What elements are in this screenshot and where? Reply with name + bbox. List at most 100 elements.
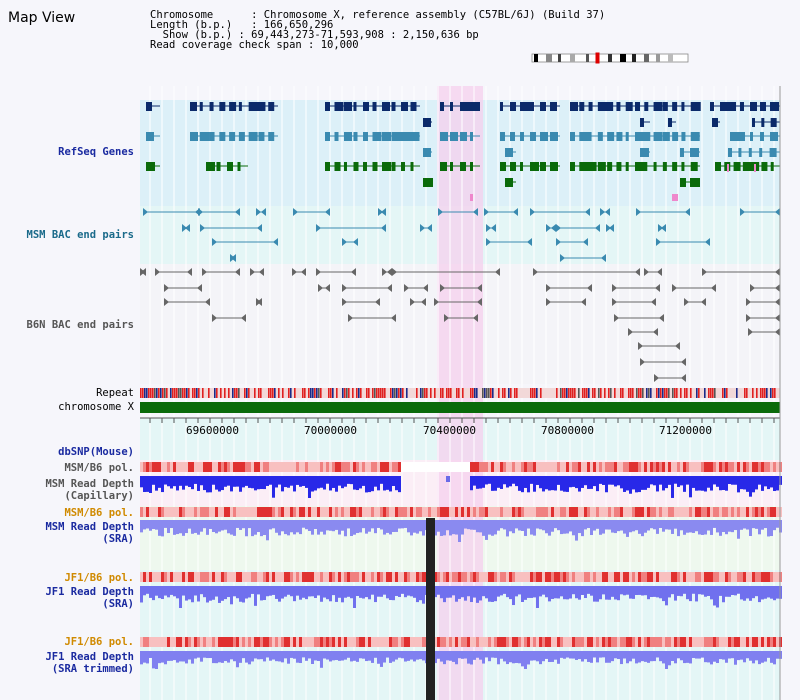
track-label-repeat[interactable]: Repeat [96,387,134,399]
polymorphism-bar [671,462,674,472]
bac-end-pair [164,298,169,306]
polymorphism-bar [569,637,572,647]
read-depth-bar [275,651,278,662]
bac-end-pair [600,208,605,216]
repeat-feature [476,388,478,398]
read-depth-bar [617,520,620,532]
bac-end-pair [701,298,706,306]
read-depth-bar [197,651,200,658]
track-label-msm-b6-pol[interactable]: MSM/B6 pol. [64,507,134,519]
read-depth-bar [716,520,719,533]
read-depth-bar [422,520,425,536]
polymorphism-bar [470,507,473,517]
gene-feature [410,162,414,171]
read-depth-bar [152,586,155,601]
polymorphism-bar [656,572,659,582]
polymorphism-bar [386,462,389,472]
read-depth-bar [752,476,755,493]
read-depth-bar [230,651,233,660]
polymorphism-bar [653,637,656,647]
read-depth-bar [293,520,296,535]
read-depth-bar [344,476,347,487]
chromosome-ideogram[interactable] [528,52,692,64]
gene-feature [470,194,473,201]
track-label-msm-b6-pol[interactable]: MSM/B6 pol. [64,462,134,474]
repeat-feature [352,388,354,398]
polymorphism-bar [161,462,164,472]
read-depth-bar [233,476,236,487]
read-depth-bar [410,586,413,597]
read-depth-bar [686,476,689,485]
gene-feature [607,102,614,111]
polymorphism-bar [587,462,590,472]
track-label-refseq[interactable]: RefSeq Genes [58,146,134,158]
polymorphism-bar [353,462,356,472]
bac-end-pair [606,224,611,232]
read-depth-bar [545,476,548,490]
track-label-dbsnp[interactable]: dbSNP(Mouse) [58,446,134,458]
bac-end-pair [681,358,686,366]
polymorphism-bar [728,572,731,582]
track-label-jf1-depth-sra[interactable]: JF1 Read Depth [45,586,134,598]
read-depth-bar [503,520,506,530]
read-depth-bar [383,651,386,663]
gene-feature [423,118,431,127]
bac-end-pair [546,284,551,292]
repeat-feature [172,388,174,398]
polymorphism-bar [764,462,767,472]
polymorphism-bar [428,462,431,472]
repeat-feature [174,388,176,398]
polymorphism-bar [575,637,578,647]
gene-feature [500,132,505,141]
read-depth-bar [338,520,341,535]
read-depth-bar [614,651,617,659]
bac-end-pair [353,238,358,246]
polymorphism-bar [761,462,764,472]
read-depth-bar [194,586,197,596]
read-depth-bar [347,520,350,529]
read-depth-bar [605,520,608,530]
read-depth-bar [413,586,416,598]
read-depth-bar [575,586,578,599]
polymorphism-bar [260,572,263,582]
track-label-msm-depth-sra[interactable]: MSM Read Depth [45,521,134,533]
polymorphism-bar [383,462,386,472]
read-depth-bar [341,520,344,531]
polymorphism-bar [686,637,689,647]
track-label-chromosome[interactable]: chromosome X [58,401,134,413]
read-depth-bar [152,651,155,669]
polymorphism-bar [275,572,278,582]
read-depth-bar [551,651,554,662]
gene-feature [597,102,608,111]
read-depth-bar [386,586,389,599]
repeat-feature [592,388,594,398]
repeat-feature [486,388,488,398]
read-depth-bar [509,476,512,487]
polymorphism-bar [590,637,593,647]
read-depth-bar [353,520,356,535]
polymorphism-bar [326,507,329,517]
read-depth-bar [158,476,161,488]
track-label-jf1-depth-trim[interactable]: JF1 Read Depth [45,651,134,663]
repeat-feature [144,388,146,398]
track-label-jf1-b6-pol[interactable]: JF1/B6 pol. [64,636,134,648]
gene-feature [190,132,198,141]
read-depth-bar [707,586,710,596]
read-depth-bar [665,651,668,669]
read-depth-bar [776,651,779,659]
polymorphism-bar [563,572,566,582]
track-label-msm-bac[interactable]: MSM BAC end pairs [26,229,134,241]
read-depth-bar [314,586,317,598]
read-depth-bar [290,520,293,533]
bac-end-pair [484,208,489,216]
track-label-msm-depth-cap[interactable]: MSM Read Depth [45,478,134,490]
track-label-jf1-b6-pol[interactable]: JF1/B6 pol. [64,572,134,584]
read-depth-bar [734,476,737,485]
track-label-b6n-bac[interactable]: B6N BAC end pairs [26,319,134,331]
polymorphism-bar [383,507,386,517]
polymorphism-bar [662,462,665,472]
read-depth-bar [527,476,530,493]
read-depth-bar [212,651,215,664]
gene-feature [382,102,390,111]
polymorphism-bar [686,572,689,582]
